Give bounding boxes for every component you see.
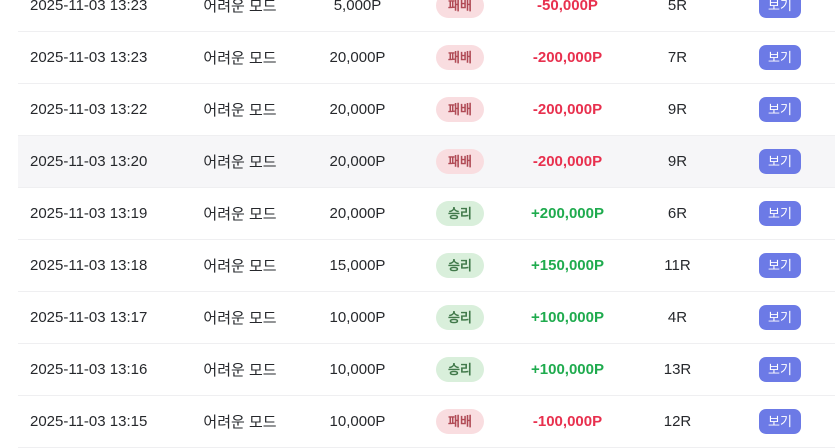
result-badge: 패배 [436, 97, 484, 122]
view-button-cell: 보기 [725, 45, 835, 70]
table-row: 2025-11-03 13:20 어려운 모드 20,000P 패배 -200,… [18, 136, 835, 188]
timestamp-cell: 2025-11-03 13:15 [30, 413, 148, 430]
rounds-cell: 13R [663, 361, 692, 378]
mode-cell: 어려운 모드 [203, 0, 277, 15]
result-badge: 승리 [436, 357, 484, 382]
rounds-cell: 9R [667, 101, 688, 118]
result-badge: 승리 [436, 201, 484, 226]
result-badge: 패배 [436, 45, 484, 70]
mode-cell: 어려운 모드 [203, 362, 277, 379]
timestamp-cell: 2025-11-03 13:19 [30, 205, 148, 222]
table-row: 2025-11-03 13:23 어려운 모드 20,000P 패배 -200,… [18, 32, 835, 84]
view-button[interactable]: 보기 [759, 253, 801, 278]
result-badge: 승리 [436, 253, 484, 278]
amount-cell: +100,000P [531, 309, 604, 326]
result-badge-cell: 승리 [415, 253, 505, 278]
table-row: 2025-11-03 13:18 어려운 모드 15,000P 승리 +150,… [18, 240, 835, 292]
bet-points-cell: 20,000P [329, 153, 386, 170]
bet-points-cell: 15,000P [329, 257, 386, 274]
bet-points-cell: 5,000P [333, 0, 382, 14]
view-button-cell: 보기 [725, 409, 835, 434]
amount-cell: -50,000P [537, 0, 598, 14]
view-button-cell: 보기 [725, 305, 835, 330]
mode-cell: 어려운 모드 [203, 102, 277, 119]
view-button-cell: 보기 [725, 97, 835, 122]
view-button-cell: 보기 [725, 201, 835, 226]
table-row: 2025-11-03 13:19 어려운 모드 20,000P 승리 +200,… [18, 188, 835, 240]
view-button[interactable]: 보기 [759, 305, 801, 330]
bet-points-cell: 10,000P [329, 413, 386, 430]
view-button-cell: 보기 [725, 357, 835, 382]
amount-cell: +100,000P [531, 361, 604, 378]
amount-cell: +200,000P [531, 205, 604, 222]
result-badge: 패배 [436, 409, 484, 434]
timestamp-cell: 2025-11-03 13:22 [30, 101, 148, 118]
table-row: 2025-11-03 13:15 어려운 모드 10,000P 패배 -100,… [18, 396, 835, 448]
amount-cell: -200,000P [532, 101, 603, 118]
rounds-cell: 4R [667, 309, 688, 326]
view-button[interactable]: 보기 [759, 357, 801, 382]
timestamp-cell: 2025-11-03 13:16 [30, 361, 148, 378]
bet-points-cell: 20,000P [329, 101, 386, 118]
result-badge-cell: 패배 [415, 97, 505, 122]
rounds-cell: 11R [664, 257, 691, 274]
bet-points-cell: 20,000P [329, 205, 386, 222]
timestamp-cell: 2025-11-03 13:23 [30, 0, 148, 14]
table-row: 2025-11-03 13:22 어려운 모드 20,000P 패배 -200,… [18, 84, 835, 136]
rounds-cell: 9R [667, 153, 688, 170]
rounds-cell: 6R [667, 205, 688, 222]
view-button-cell: 보기 [725, 253, 835, 278]
result-badge-cell: 승리 [415, 201, 505, 226]
timestamp-cell: 2025-11-03 13:23 [30, 49, 148, 66]
mode-cell: 어려운 모드 [203, 310, 277, 327]
amount-cell: -100,000P [532, 413, 603, 430]
result-badge-cell: 패배 [415, 0, 505, 18]
view-button[interactable]: 보기 [759, 97, 801, 122]
bet-points-cell: 20,000P [329, 49, 386, 66]
view-button-cell: 보기 [725, 0, 835, 18]
result-badge-cell: 패배 [415, 409, 505, 434]
timestamp-cell: 2025-11-03 13:20 [30, 153, 148, 170]
bet-points-cell: 10,000P [329, 361, 386, 378]
mode-cell: 어려운 모드 [203, 206, 277, 223]
view-button[interactable]: 보기 [759, 149, 801, 174]
result-badge-cell: 승리 [415, 357, 505, 382]
bet-points-cell: 10,000P [329, 309, 386, 326]
timestamp-cell: 2025-11-03 13:17 [30, 309, 148, 326]
mode-cell: 어려운 모드 [203, 414, 277, 431]
rounds-cell: 12R [663, 413, 692, 430]
amount-cell: -200,000P [532, 153, 603, 170]
view-button-cell: 보기 [725, 149, 835, 174]
result-badge-cell: 패배 [415, 45, 505, 70]
rounds-cell: 5R [667, 0, 688, 14]
amount-cell: -200,000P [532, 49, 603, 66]
amount-cell: +150,000P [531, 257, 604, 274]
mode-cell: 어려운 모드 [203, 154, 277, 171]
result-badge-cell: 승리 [415, 305, 505, 330]
table-row: 2025-11-03 13:23 어려운 모드 5,000P 패배 -50,00… [18, 0, 835, 32]
mode-cell: 어려운 모드 [203, 258, 277, 275]
view-button[interactable]: 보기 [759, 45, 801, 70]
table-row: 2025-11-03 13:16 어려운 모드 10,000P 승리 +100,… [18, 344, 835, 396]
result-badge: 승리 [436, 305, 484, 330]
view-button[interactable]: 보기 [759, 201, 801, 226]
table-row: 2025-11-03 13:17 어려운 모드 10,000P 승리 +100,… [18, 292, 835, 344]
mode-cell: 어려운 모드 [203, 50, 277, 67]
rounds-cell: 7R [667, 49, 688, 66]
view-button[interactable]: 보기 [759, 409, 801, 434]
result-badge: 패배 [436, 0, 484, 18]
result-badge-cell: 패배 [415, 149, 505, 174]
timestamp-cell: 2025-11-03 13:18 [30, 257, 148, 274]
view-button[interactable]: 보기 [759, 0, 801, 18]
result-badge: 패배 [436, 149, 484, 174]
